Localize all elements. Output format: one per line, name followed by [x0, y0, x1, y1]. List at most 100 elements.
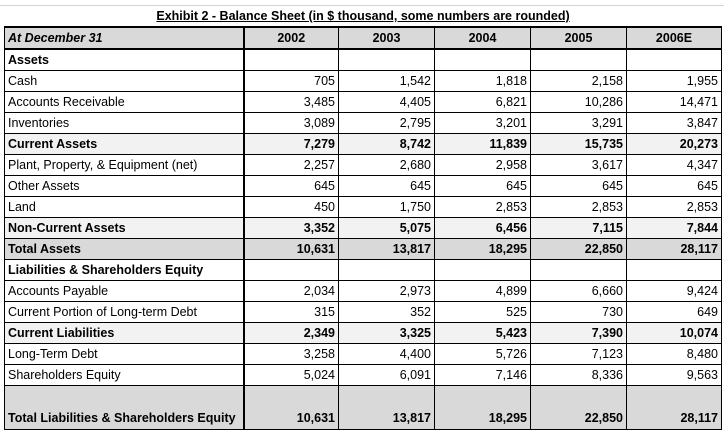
value-cell[interactable]: 15,735	[530, 133, 627, 155]
value-cell[interactable]: 11,839	[434, 133, 531, 155]
row-label[interactable]: Cash	[4, 70, 245, 92]
value-cell[interactable]: 22,850	[530, 385, 627, 430]
value-cell[interactable]: 7,123	[530, 343, 627, 365]
header-label[interactable]: At December 31	[4, 26, 245, 50]
value-cell[interactable]: 6,456	[434, 217, 531, 239]
value-cell[interactable]: 2,680	[338, 154, 435, 176]
row-label[interactable]: Land	[4, 196, 245, 218]
value-cell[interactable]: 22,850	[530, 238, 627, 260]
value-cell[interactable]: 450	[243, 196, 339, 218]
year-header[interactable]: 2003	[338, 26, 435, 50]
year-header[interactable]: 2005	[530, 26, 627, 50]
value-cell[interactable]: 7,146	[434, 364, 531, 386]
value-cell[interactable]: 3,291	[530, 112, 627, 134]
value-cell[interactable]: 7,115	[530, 217, 627, 239]
value-cell[interactable]: 645	[243, 175, 339, 197]
value-cell[interactable]: 730	[530, 301, 627, 323]
value-cell[interactable]: 705	[243, 70, 339, 92]
value-cell[interactable]: 2,158	[530, 70, 627, 92]
value-cell[interactable]: 4,400	[338, 343, 435, 365]
value-cell[interactable]: 6,091	[338, 364, 435, 386]
year-header[interactable]: 2002	[243, 26, 339, 50]
value-cell[interactable]	[338, 259, 435, 281]
value-cell[interactable]: 2,958	[434, 154, 531, 176]
row-label[interactable]: Liabilities & Shareholders Equity	[4, 259, 245, 281]
value-cell[interactable]: 10,286	[530, 91, 627, 113]
value-cell[interactable]: 1,542	[338, 70, 435, 92]
value-cell[interactable]: 2,853	[530, 196, 627, 218]
year-header[interactable]: 2006E	[626, 26, 722, 50]
value-cell[interactable]: 2,853	[626, 196, 722, 218]
value-cell[interactable]: 3,201	[434, 112, 531, 134]
value-cell[interactable]: 352	[338, 301, 435, 323]
value-cell[interactable]: 10,631	[243, 238, 339, 260]
value-cell[interactable]: 28,117	[626, 238, 722, 260]
value-cell[interactable]: 645	[530, 175, 627, 197]
value-cell[interactable]: 2,795	[338, 112, 435, 134]
value-cell[interactable]: 1,750	[338, 196, 435, 218]
value-cell[interactable]: 2,973	[338, 280, 435, 302]
value-cell[interactable]: 3,485	[243, 91, 339, 113]
row-label[interactable]: Non-Current Assets	[4, 217, 245, 239]
value-cell[interactable]: 3,352	[243, 217, 339, 239]
value-cell[interactable]: 3,617	[530, 154, 627, 176]
value-cell[interactable]: 1,818	[434, 70, 531, 92]
row-label[interactable]: Accounts Payable	[4, 280, 245, 302]
row-label[interactable]: Inventories	[4, 112, 245, 134]
row-label[interactable]: Plant, Property, & Equipment (net)	[4, 154, 245, 176]
value-cell[interactable]: 3,089	[243, 112, 339, 134]
row-label[interactable]: Assets	[4, 48, 245, 71]
value-cell[interactable]: 6,660	[530, 280, 627, 302]
value-cell[interactable]	[338, 48, 435, 71]
value-cell[interactable]: 13,817	[338, 238, 435, 260]
value-cell[interactable]: 1,955	[626, 70, 722, 92]
value-cell[interactable]: 645	[338, 175, 435, 197]
value-cell[interactable]: 3,847	[626, 112, 722, 134]
row-label[interactable]: Current Portion of Long-term Debt	[4, 301, 245, 323]
value-cell[interactable]: 315	[243, 301, 339, 323]
row-label[interactable]: Total Assets	[4, 238, 245, 260]
value-cell[interactable]: 645	[626, 175, 722, 197]
row-label[interactable]: Current Assets	[4, 133, 245, 155]
value-cell[interactable]: 9,424	[626, 280, 722, 302]
row-label[interactable]: Long-Term Debt	[4, 343, 245, 365]
value-cell[interactable]	[530, 48, 627, 71]
value-cell[interactable]: 5,423	[434, 322, 531, 344]
value-cell[interactable]: 20,273	[626, 133, 722, 155]
value-cell[interactable]: 8,480	[626, 343, 722, 365]
value-cell[interactable]	[434, 48, 531, 71]
value-cell[interactable]: 6,821	[434, 91, 531, 113]
value-cell[interactable]: 9,563	[626, 364, 722, 386]
value-cell[interactable]: 7,390	[530, 322, 627, 344]
value-cell[interactable]: 5,726	[434, 343, 531, 365]
value-cell[interactable]: 10,074	[626, 322, 722, 344]
value-cell[interactable]: 3,325	[338, 322, 435, 344]
value-cell[interactable]: 525	[434, 301, 531, 323]
value-cell[interactable]: 7,279	[243, 133, 339, 155]
value-cell[interactable]	[434, 259, 531, 281]
row-label[interactable]: Accounts Receivable	[4, 91, 245, 113]
row-label[interactable]: Current Liabilities	[4, 322, 245, 344]
value-cell[interactable]: 4,405	[338, 91, 435, 113]
value-cell[interactable]: 2,257	[243, 154, 339, 176]
value-cell[interactable]	[530, 259, 627, 281]
value-cell[interactable]	[626, 48, 722, 71]
value-cell[interactable]: 2,853	[434, 196, 531, 218]
value-cell[interactable]: 8,742	[338, 133, 435, 155]
value-cell[interactable]: 5,024	[243, 364, 339, 386]
value-cell[interactable]: 4,899	[434, 280, 531, 302]
row-label[interactable]: Shareholders Equity	[4, 364, 245, 386]
value-cell[interactable]: 7,844	[626, 217, 722, 239]
value-cell[interactable]	[243, 259, 339, 281]
value-cell[interactable]	[626, 259, 722, 281]
value-cell[interactable]: 8,336	[530, 364, 627, 386]
value-cell[interactable]: 5,075	[338, 217, 435, 239]
year-header[interactable]: 2004	[434, 26, 531, 50]
value-cell[interactable]: 2,034	[243, 280, 339, 302]
value-cell[interactable]: 645	[434, 175, 531, 197]
value-cell[interactable]	[243, 48, 339, 71]
row-label[interactable]: Other Assets	[4, 175, 245, 197]
value-cell[interactable]: 4,347	[626, 154, 722, 176]
value-cell[interactable]: 2,349	[243, 322, 339, 344]
value-cell[interactable]: 18,295	[434, 238, 531, 260]
